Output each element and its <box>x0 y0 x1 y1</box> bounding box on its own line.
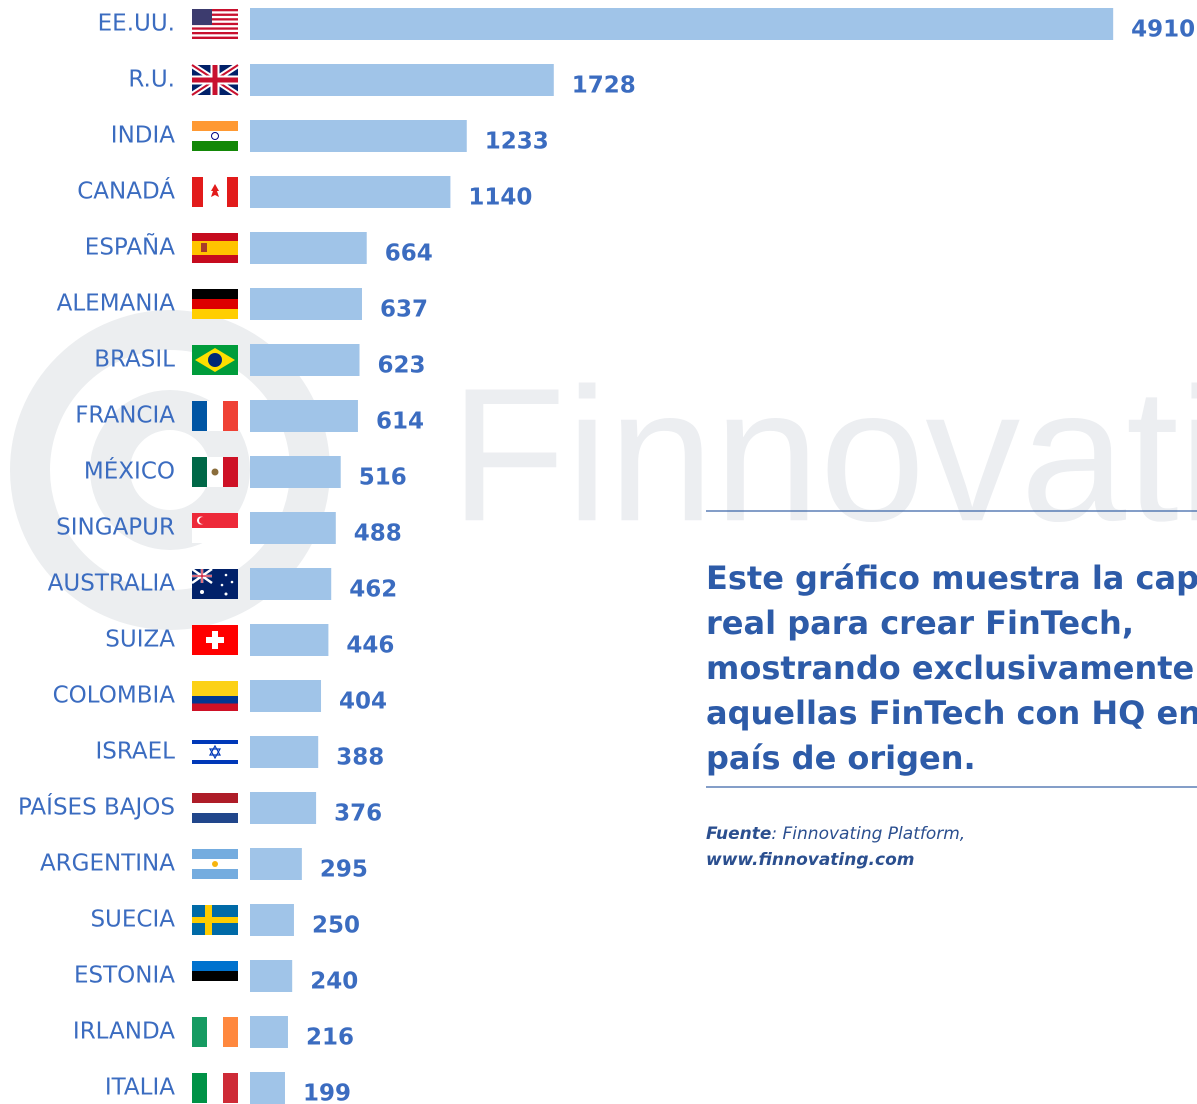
bar <box>250 848 302 880</box>
data-label: 1728 <box>572 73 636 99</box>
data-label: 446 <box>346 633 394 659</box>
annotation-line: real para crear FinTech, <box>706 604 1134 642</box>
data-label: 664 <box>385 241 433 267</box>
flag <box>192 345 238 375</box>
data-label: 614 <box>376 409 424 435</box>
data-label: 1233 <box>485 129 549 155</box>
source-url: www.finnovating.com <box>706 850 914 870</box>
flag <box>192 457 238 487</box>
bar <box>250 512 336 544</box>
data-label: 376 <box>334 801 382 827</box>
flag <box>190 62 240 98</box>
flag <box>192 905 238 935</box>
flag <box>192 849 238 879</box>
data-label: 637 <box>380 297 428 323</box>
bar <box>250 344 360 376</box>
flag <box>192 513 238 543</box>
annotation-line: mostrando exclusivamente <box>706 649 1194 687</box>
flags <box>190 9 240 1103</box>
data-label: 199 <box>303 1081 351 1104</box>
category-label: BRASIL <box>94 347 175 373</box>
data-label: 462 <box>349 577 397 603</box>
bar <box>250 904 294 936</box>
data-label: 216 <box>306 1025 354 1051</box>
annotation-line: aquellas FinTech con HQ en <box>706 694 1197 732</box>
bar <box>250 792 317 824</box>
source: Fuente: Finnovating Platform, <box>706 824 965 844</box>
category-label: AUSTRALIA <box>48 571 176 597</box>
bar <box>250 960 293 992</box>
data-label: 1140 <box>468 185 532 211</box>
bar <box>250 456 341 488</box>
watermark: Finnovatin <box>450 349 1197 561</box>
category-label: SUECIA <box>90 907 175 933</box>
flag <box>192 1073 238 1103</box>
data-label: 240 <box>310 969 358 995</box>
bar <box>250 624 329 656</box>
flag <box>192 793 238 823</box>
bar <box>250 1016 288 1048</box>
flag <box>192 9 238 39</box>
category-label: SINGAPUR <box>56 515 175 541</box>
annotation-line: país de origen. <box>706 739 976 777</box>
category-label: ITALIA <box>105 1075 175 1101</box>
annotation-line: Este gráfico muestra la cap <box>706 559 1197 597</box>
bar <box>250 8 1114 40</box>
flag <box>192 121 238 151</box>
category-label: ISRAEL <box>95 739 175 765</box>
data-label: 516 <box>359 465 407 491</box>
bar <box>250 400 358 432</box>
category-label: FRANCIA <box>75 403 175 429</box>
category-label: SUIZA <box>105 627 175 653</box>
source-label: Fuente <box>706 824 771 844</box>
category-label: CANADÁ <box>77 177 175 205</box>
flag <box>192 625 238 655</box>
data-label: 623 <box>378 353 426 379</box>
category-label: ALEMANIA <box>57 291 176 317</box>
category-label: ARGENTINA <box>40 851 175 877</box>
flag <box>192 289 238 319</box>
source-text: : Finnovating Platform, <box>771 824 965 844</box>
bar <box>250 120 467 152</box>
bar <box>250 736 319 768</box>
data-label: 4910 <box>1131 17 1195 43</box>
category-label: PAÍSES BAJOS <box>18 793 175 821</box>
bar <box>250 232 367 264</box>
data-label: 250 <box>312 913 360 939</box>
flag <box>192 737 238 767</box>
flag <box>192 681 238 711</box>
flag <box>192 401 238 431</box>
category-label: INDIA <box>111 123 175 149</box>
category-label: EE.UU. <box>98 11 175 37</box>
bar <box>250 64 554 96</box>
bar <box>250 176 451 208</box>
flag <box>192 177 238 207</box>
category-label: MÉXICO <box>84 457 175 485</box>
category-label: ESTONIA <box>74 963 175 989</box>
flag <box>192 961 238 991</box>
bar <box>250 1072 285 1104</box>
flag <box>191 567 238 599</box>
data-label: 404 <box>339 689 387 715</box>
data-label: 488 <box>354 521 402 547</box>
category-label: COLOMBIA <box>53 683 176 709</box>
category-label: ESPAÑA <box>85 233 175 261</box>
flag <box>192 1017 238 1047</box>
bar <box>250 680 322 712</box>
category-label: R.U. <box>128 67 175 93</box>
category-label: IRLANDA <box>73 1019 175 1045</box>
bar <box>250 568 332 600</box>
data-label: 295 <box>320 857 368 883</box>
bar <box>250 288 362 320</box>
flag <box>192 233 238 263</box>
data-label: 388 <box>336 745 384 771</box>
